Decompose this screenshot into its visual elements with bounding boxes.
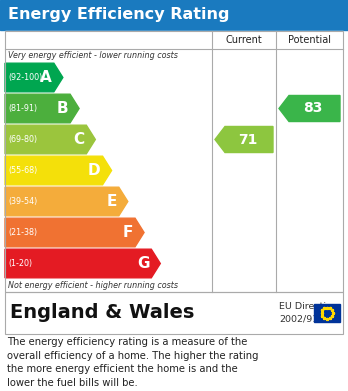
Text: C: C: [73, 132, 84, 147]
Text: A: A: [40, 70, 52, 85]
Text: The energy efficiency rating is a measure of the
overall efficiency of a home. T: The energy efficiency rating is a measur…: [7, 337, 259, 388]
Polygon shape: [5, 125, 95, 154]
Polygon shape: [215, 126, 273, 152]
Polygon shape: [279, 95, 340, 122]
Text: EU Directive
2002/91/EC: EU Directive 2002/91/EC: [279, 302, 338, 324]
Polygon shape: [5, 249, 160, 278]
Bar: [5, 31, 343, 292]
Polygon shape: [5, 218, 144, 247]
Text: E: E: [106, 194, 117, 209]
Text: (1-20): (1-20): [8, 259, 32, 268]
Polygon shape: [5, 156, 112, 185]
Bar: [5, 292, 343, 334]
Text: Current: Current: [226, 35, 262, 45]
Bar: [5, 31, 343, 49]
Text: Not energy efficient - higher running costs: Not energy efficient - higher running co…: [8, 281, 178, 290]
Text: England & Wales: England & Wales: [10, 303, 195, 323]
Polygon shape: [5, 187, 128, 216]
Text: Energy Efficiency Rating: Energy Efficiency Rating: [8, 7, 229, 23]
Text: 83: 83: [303, 102, 323, 115]
Polygon shape: [5, 94, 79, 123]
Text: G: G: [137, 256, 149, 271]
Polygon shape: [5, 63, 63, 92]
Text: (21-38): (21-38): [8, 228, 37, 237]
Bar: [5, 292, 343, 334]
Text: (69-80): (69-80): [8, 135, 37, 144]
Text: 71: 71: [238, 133, 257, 147]
Text: (39-54): (39-54): [8, 197, 37, 206]
Text: B: B: [56, 101, 68, 116]
Bar: [314, 304, 340, 322]
Text: F: F: [123, 225, 133, 240]
Bar: [0, 0, 348, 30]
Text: (81-91): (81-91): [8, 104, 37, 113]
Text: D: D: [88, 163, 101, 178]
Text: Very energy efficient - lower running costs: Very energy efficient - lower running co…: [8, 51, 178, 60]
Text: (92-100): (92-100): [8, 73, 42, 82]
Text: Potential: Potential: [288, 35, 331, 45]
Text: (55-68): (55-68): [8, 166, 37, 175]
